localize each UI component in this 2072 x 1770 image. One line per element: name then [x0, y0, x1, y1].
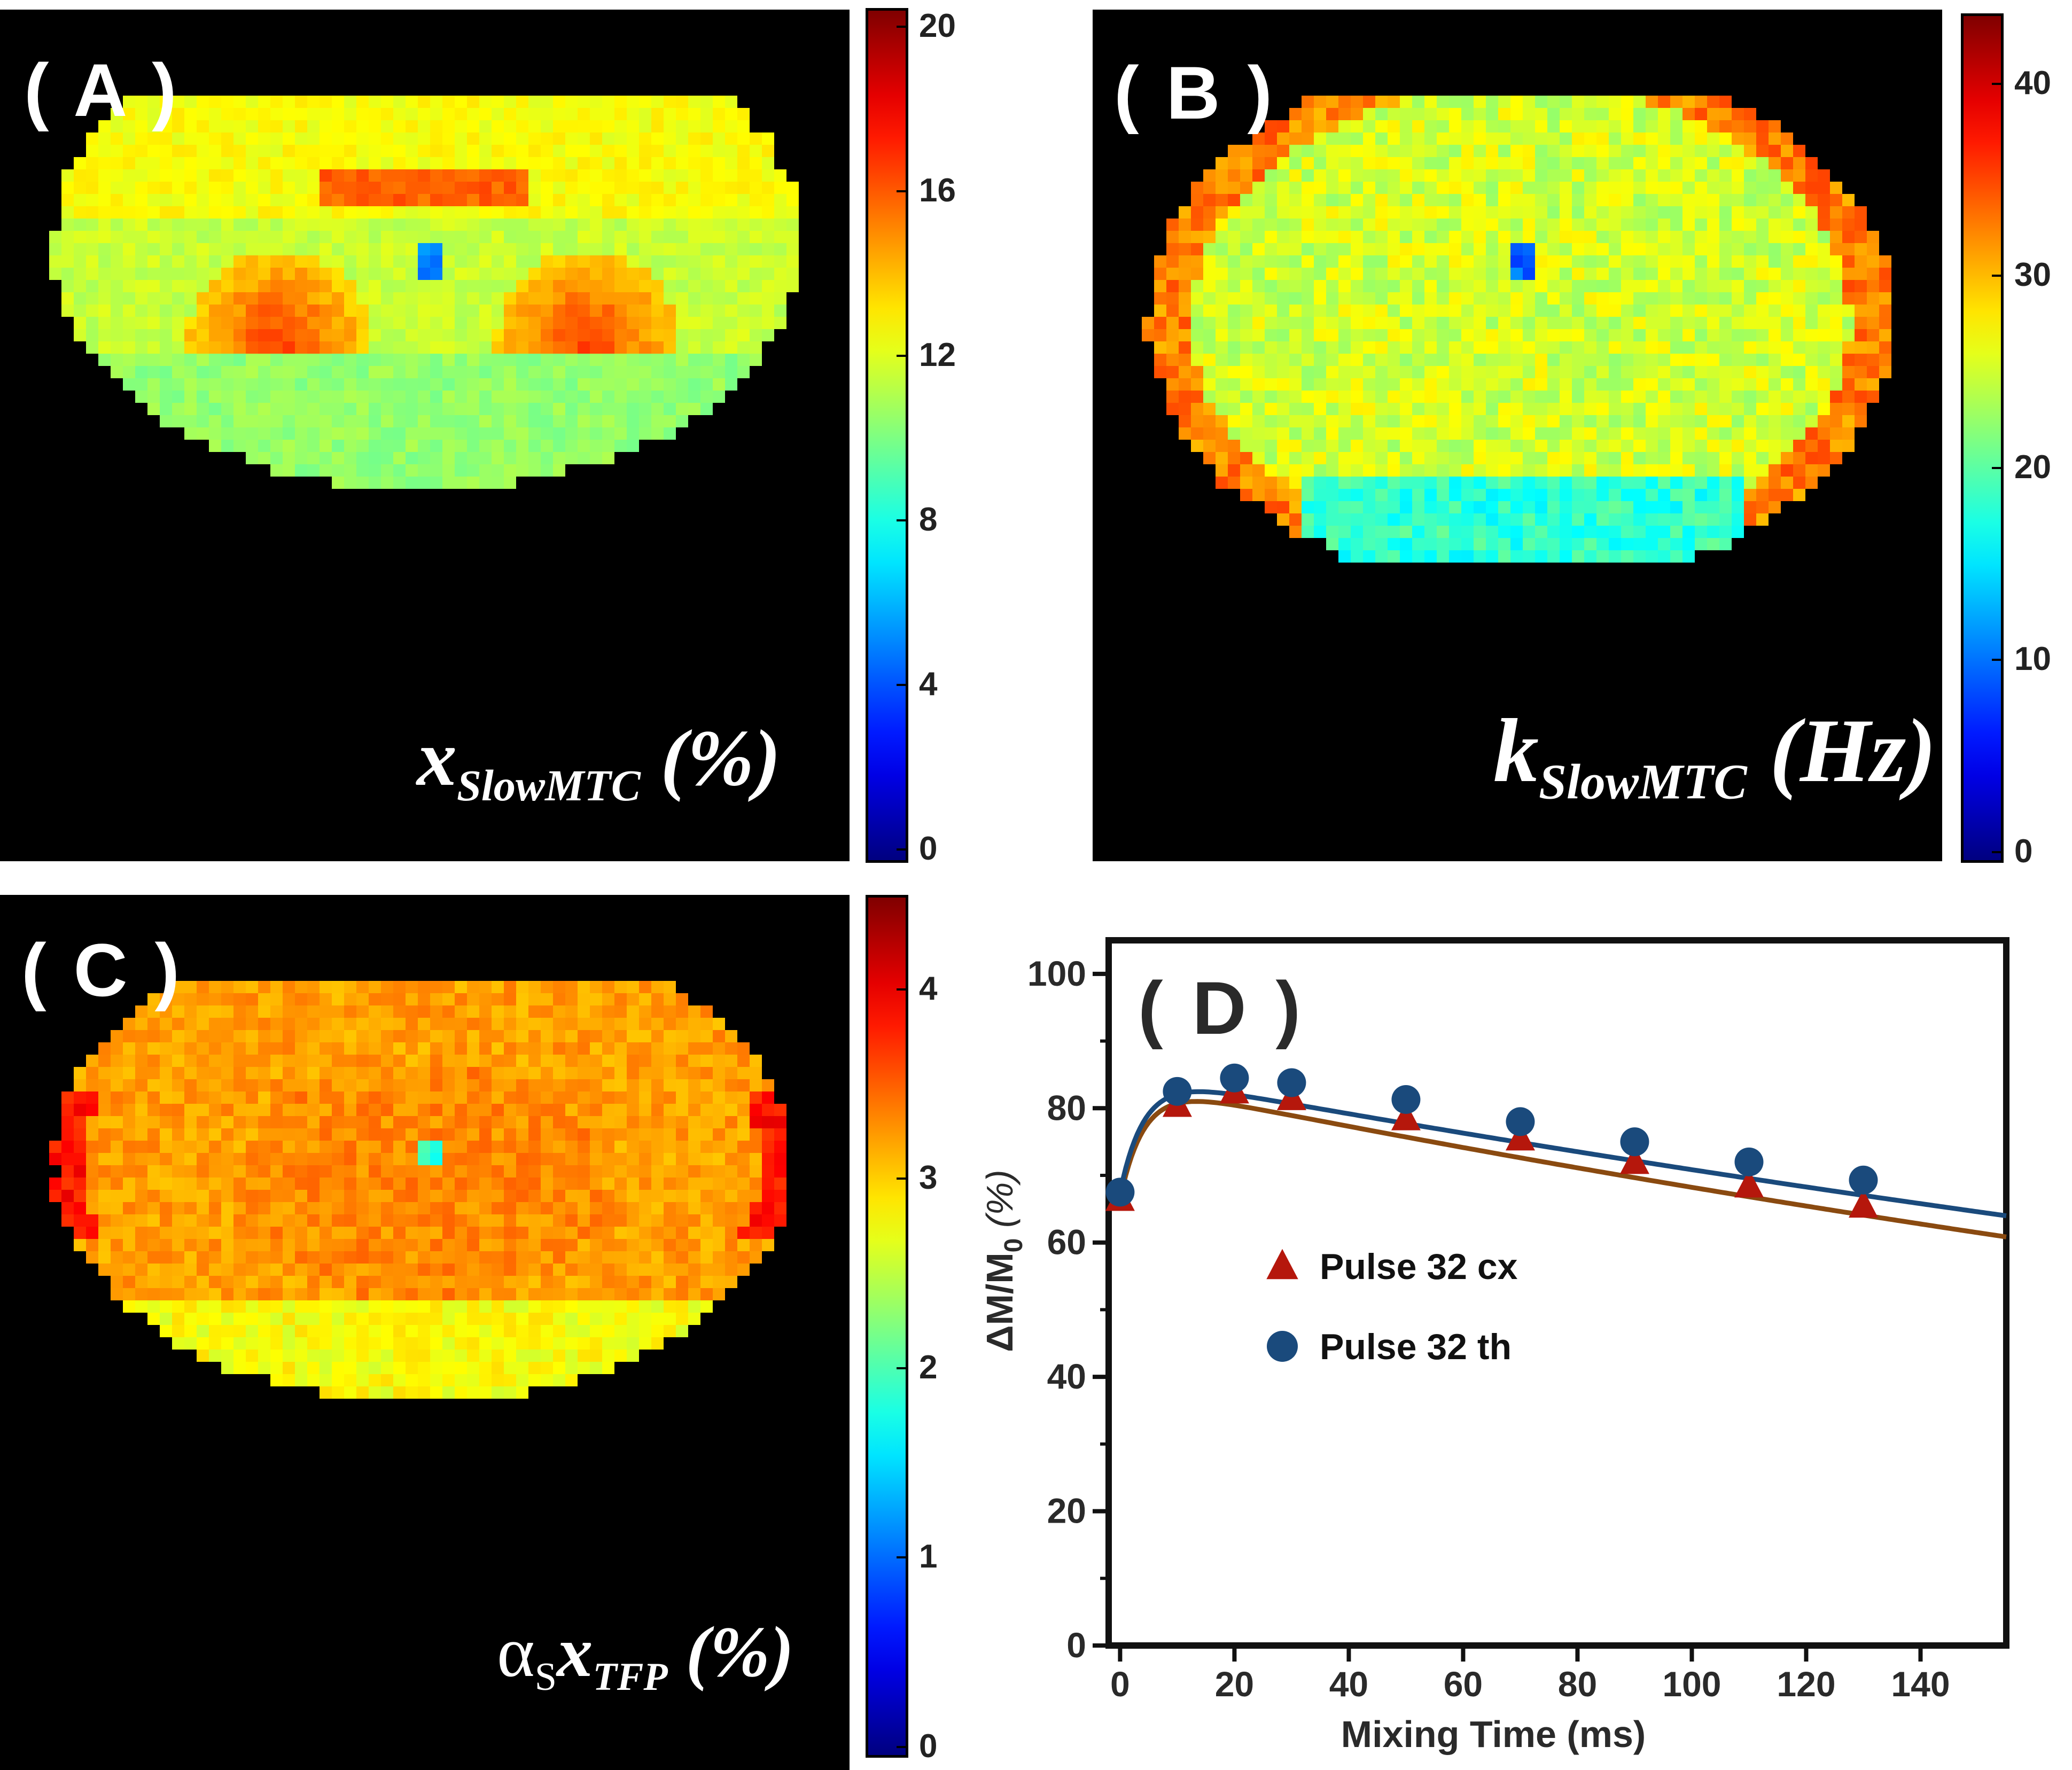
data-point-cx	[1391, 1102, 1421, 1130]
colorbar-a-tick-mark	[897, 190, 908, 192]
map-b-subscript: SlowMTC	[1539, 754, 1747, 810]
map-c-prefix: α	[497, 1612, 535, 1692]
colorbar-c-tick-label: 3	[919, 1159, 938, 1197]
colorbar-a-tick-label: 4	[919, 665, 938, 703]
data-point-cx	[1848, 1189, 1878, 1218]
y-tick-label: 40	[1047, 1356, 1086, 1396]
colorbar-b-tick-mark	[1992, 466, 2004, 469]
colorbar-b	[1961, 13, 2004, 863]
panel-b-map: ( B ) kSlowMTC (Hz)	[1093, 10, 1942, 861]
map-b-image	[1093, 10, 1942, 861]
y-axis-label-sub: 0	[1000, 1238, 1028, 1253]
data-point-cx	[1505, 1122, 1535, 1151]
colorbar-c	[866, 895, 908, 1758]
y-axis-label-unit: (%)	[979, 1169, 1021, 1238]
colorbar-c-tick-mark	[897, 1746, 908, 1748]
y-tick-label: 20	[1047, 1491, 1086, 1531]
colorbar-a-tick-mark	[897, 355, 908, 357]
x-axis-label: Mixing Time (ms)	[1341, 1713, 1646, 1755]
panel-d-label: ( D )	[1138, 966, 1305, 1050]
colorbar-c-tick-mark	[897, 1367, 908, 1369]
data-point-th	[1163, 1077, 1192, 1106]
panel-a-label: ( A )	[24, 48, 180, 132]
colorbar-c-tick-label: 2	[919, 1348, 938, 1386]
colorbar-c-tick-mark	[897, 1556, 908, 1559]
colorbar-b-tick-label: 0	[2014, 832, 2033, 870]
colorbar-b-tick-mark	[1992, 275, 2004, 277]
x-tick-label: 140	[1891, 1664, 1950, 1704]
colorbar-a-tick-label: 20	[919, 7, 956, 44]
data-point-th	[1506, 1107, 1535, 1136]
data-point-th	[1620, 1127, 1649, 1157]
x-tick-label: 40	[1329, 1664, 1368, 1704]
map-c-unit: (%)	[667, 1612, 794, 1692]
y-tick-label: 60	[1047, 1222, 1086, 1262]
colorbar-a-tick-label: 8	[919, 501, 938, 538]
colorbar-b-tick-label: 20	[2014, 448, 2051, 486]
x-tick-label: 60	[1444, 1664, 1483, 1704]
panel-a-map: ( A ) xSlowMTC (%)	[0, 10, 850, 861]
legend-marker-th	[1267, 1331, 1298, 1362]
x-tick-label: 120	[1777, 1664, 1835, 1704]
x-tick-label: 80	[1558, 1664, 1597, 1704]
map-c-symbol: x	[557, 1612, 593, 1692]
y-axis-label-main: ΔM/M	[979, 1252, 1021, 1352]
panel-b-label: ( B )	[1114, 51, 1276, 135]
colorbar-a-tick-label: 16	[919, 171, 956, 209]
colorbar-a-tick-mark	[897, 848, 908, 851]
colorbar-b-tick-mark	[1992, 659, 2004, 661]
map-c-image	[0, 895, 850, 1770]
map-a-quantity-label: xSlowMTC (%)	[417, 712, 781, 811]
data-point-cx	[1734, 1169, 1764, 1198]
legend-label-th: Pulse 32 th	[1320, 1327, 1512, 1367]
map-c-subscript: TFP	[593, 1655, 668, 1699]
data-point-th	[1277, 1068, 1306, 1097]
panel-c-label: ( C )	[21, 928, 183, 1012]
legend-label-cx: Pulse 32 cx	[1320, 1246, 1518, 1287]
plot-frame	[1105, 937, 2009, 1649]
legend-marker-cx	[1266, 1249, 1298, 1280]
data-point-th	[1105, 1178, 1135, 1207]
map-b-quantity-label: kSlowMTC (Hz)	[1493, 699, 1936, 811]
colorbar-c-tick-label: 0	[919, 1727, 938, 1765]
colorbar-b-tick-label: 10	[2014, 641, 2051, 678]
y-tick-label: 100	[1027, 954, 1086, 993]
data-point-cx	[1619, 1145, 1649, 1174]
colorbar-b-tick-mark	[1992, 851, 2004, 853]
map-a-image	[0, 10, 850, 861]
panel-d-chart: 0 20 40 60 80 100 120 140 0 20 40 60 80 100 Mixing Tim…	[979, 937, 2009, 1755]
y-tick-label: 0	[1066, 1625, 1086, 1665]
colorbar-a-tick-mark	[897, 519, 908, 521]
y-tick-label: 80	[1047, 1088, 1086, 1127]
colorbar-b-tick-label: 40	[2014, 64, 2051, 102]
fit-curve-th	[1118, 1089, 2007, 1219]
data-point-th	[1734, 1147, 1764, 1176]
map-a-symbol: x	[417, 714, 457, 802]
colorbar-a-tick-mark	[897, 684, 908, 686]
data-point-th	[1391, 1085, 1421, 1114]
x-tick-label: 20	[1215, 1664, 1254, 1704]
colorbar-a-tick-mark	[897, 26, 908, 28]
colorbar-c-tick-label: 4	[919, 970, 938, 1007]
colorbar-b-tick-label: 30	[2014, 256, 2051, 294]
colorbar-a-tick-label: 0	[919, 830, 938, 867]
map-b-symbol: k	[1493, 700, 1539, 801]
panel-c-map: ( C ) αSxTFP (%)	[0, 895, 850, 1770]
x-tick-label: 0	[1110, 1664, 1130, 1704]
colorbar-a-tick-label: 12	[919, 336, 956, 373]
colorbar-c-tick-label: 1	[919, 1538, 938, 1576]
colorbar-b-tick-mark	[1992, 82, 2004, 85]
x-tick-label: 100	[1662, 1664, 1721, 1704]
colorbar-a	[866, 8, 908, 863]
map-b-unit: (Hz)	[1747, 700, 1936, 801]
data-point-th	[1849, 1165, 1878, 1195]
colorbar-c-tick-mark	[897, 1178, 908, 1180]
map-c-prefix-subscript: S	[534, 1655, 557, 1699]
y-axis-label: ΔM/M0 (%)	[979, 1169, 1028, 1352]
colorbar-c-tick-mark	[897, 988, 908, 991]
map-c-quantity-label: αSxTFP (%)	[497, 1611, 794, 1700]
data-point-th	[1220, 1063, 1249, 1093]
map-a-unit: (%)	[640, 714, 781, 802]
map-a-subscript: SlowMTC	[457, 760, 641, 810]
